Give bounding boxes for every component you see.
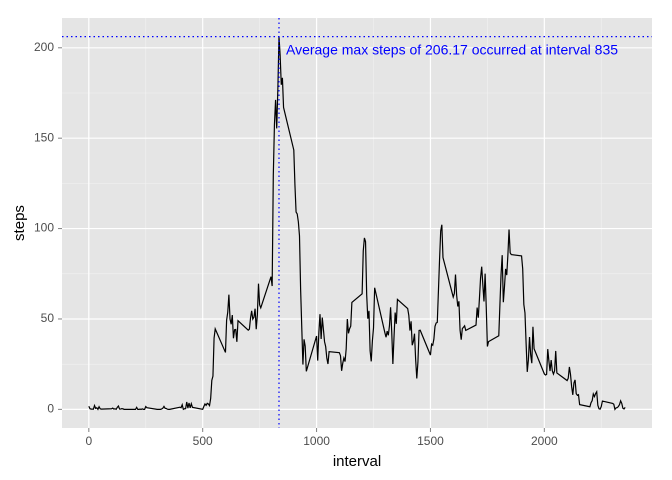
y-tick-label: 150 (34, 130, 54, 144)
plot-panel (62, 18, 652, 428)
y-tick-label: 0 (47, 402, 54, 416)
y-axis-title: steps (11, 205, 28, 241)
data-line (88, 36, 626, 411)
x-tick-label: 1500 (417, 434, 444, 448)
y-tick-label: 200 (34, 40, 54, 54)
annotation: Average max steps of 206.17 occurred at … (286, 41, 618, 57)
marks: Average max steps of 206.17 occurred at … (62, 18, 652, 428)
x-axis-title: interval (333, 453, 381, 470)
y-tick-label: 50 (41, 311, 55, 325)
y-tick-label: 100 (34, 221, 54, 235)
x-tick-label: 2000 (531, 434, 558, 448)
grid (62, 18, 652, 428)
x-tick-label: 0 (85, 434, 92, 448)
x-tick-label: 1000 (303, 434, 330, 448)
x-tick-label: 500 (193, 434, 213, 448)
